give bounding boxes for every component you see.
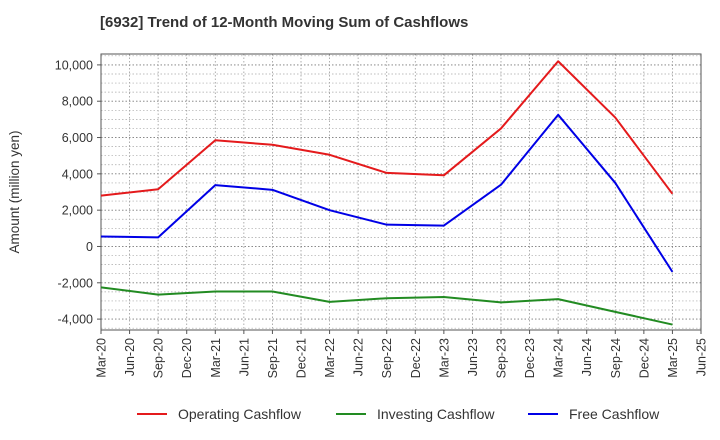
x-tick-label: Jun-23 <box>466 338 480 376</box>
x-tick-label: Dec-20 <box>180 338 194 378</box>
x-tick-label: Mar-22 <box>323 338 337 378</box>
series-line-investing-cashflow <box>100 286 673 326</box>
x-tick-label: Mar-23 <box>437 338 451 378</box>
y-tick-label: 4,000 <box>62 167 93 181</box>
x-tick-label: Jun-20 <box>123 338 137 376</box>
y-axis-label: Amount (million yen) <box>7 130 22 253</box>
chart-title: [6932] Trend of 12-Month Moving Sum of C… <box>100 14 469 31</box>
x-tick-label: Mar-20 <box>95 338 109 378</box>
legend-label: Investing Cashflow <box>377 406 495 422</box>
y-axis-ticks: -4,000 -2,000 0 2,000 4,000 6,000 8,000 10,000 <box>55 58 101 327</box>
x-tick-label: Mar-24 <box>552 338 566 378</box>
x-tick-label: Sep-24 <box>609 338 623 378</box>
x-tick-label: Sep-22 <box>380 338 394 378</box>
y-tick-label: -2,000 <box>58 276 93 290</box>
x-tick-label: Dec-24 <box>637 338 651 378</box>
legend-label: Operating Cashflow <box>178 406 302 422</box>
y-tick-label: 6,000 <box>62 131 93 145</box>
x-tick-label: Dec-23 <box>523 338 537 378</box>
x-tick-label: Mar-21 <box>209 338 223 378</box>
y-tick-label: -4,000 <box>58 313 93 327</box>
x-tick-label: Jun-21 <box>237 338 251 376</box>
x-tick-label: Sep-21 <box>266 338 280 378</box>
x-tick-label: Dec-21 <box>295 338 309 378</box>
x-axis-ticks: Mar-20 Jun-20 Sep-20 Dec-20 Mar-21 Jun-21 Sep-… <box>95 330 709 378</box>
series-line-operating-cashflow <box>100 60 674 197</box>
legend-label: Free Cashflow <box>569 406 660 422</box>
legend: Operating Cashflow Investing Cashflow Free… <box>137 406 660 422</box>
y-tick-label: 10,000 <box>55 58 93 72</box>
series-lines <box>100 60 674 326</box>
x-tick-label: Mar-25 <box>666 338 680 378</box>
y-tick-label: 8,000 <box>62 95 93 109</box>
x-tick-label: Jun-25 <box>695 338 709 376</box>
x-tick-label: Jun-22 <box>352 338 366 376</box>
grid <box>100 54 702 330</box>
x-tick-label: Dec-22 <box>409 338 423 378</box>
y-tick-label: 2,000 <box>62 204 93 218</box>
y-tick-label: 0 <box>86 240 93 254</box>
x-tick-label: Jun-24 <box>580 338 594 376</box>
x-tick-label: Sep-20 <box>152 338 166 378</box>
x-tick-label: Sep-23 <box>495 338 509 378</box>
series-line-free-cashflow <box>100 113 674 273</box>
plot-area <box>100 53 702 331</box>
